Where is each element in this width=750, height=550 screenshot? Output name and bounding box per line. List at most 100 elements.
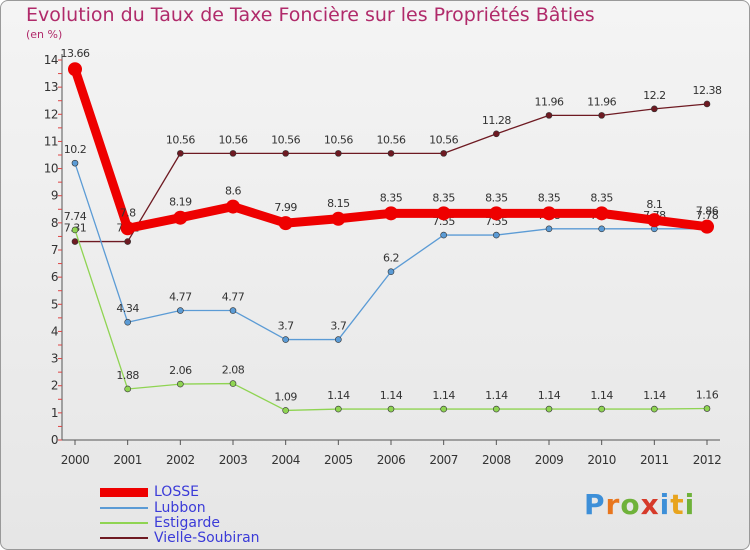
data-point-vielle-soubiran	[177, 150, 184, 157]
data-label-losse: 8.35	[380, 191, 403, 204]
x-tick-label: 2007	[429, 453, 458, 467]
data-label-vielle-soubiran: 12.2	[643, 89, 666, 102]
y-tick-label: 10	[44, 162, 58, 176]
logo-letter: i	[684, 488, 696, 521]
legend-swatch-estigarde	[100, 522, 148, 524]
data-point-vielle-soubiran	[71, 238, 79, 245]
data-point-losse	[173, 210, 188, 225]
data-label-lubbon: 7.55	[485, 215, 508, 228]
data-label-lubbon: 4.34	[116, 302, 139, 315]
data-label-estigarde: 1.14	[432, 389, 455, 402]
data-point-vielle-soubiran	[493, 130, 500, 138]
data-label-lubbon: 4.77	[222, 291, 245, 304]
y-tick-label: 12	[44, 107, 58, 121]
data-label-vielle-soubiran: 11.96	[535, 95, 564, 108]
data-label-lubbon: 7.55	[432, 215, 455, 228]
data-label-estigarde: 2.06	[169, 364, 192, 377]
data-point-vielle-soubiran	[282, 150, 289, 157]
data-point-losse	[120, 221, 135, 236]
logo-letter: i	[659, 488, 671, 521]
data-label-losse: 8.19	[169, 196, 192, 209]
legend-label-lubbon: Lubbon	[154, 500, 206, 516]
data-point-lubbon	[598, 225, 605, 233]
x-tick-label: 2008	[482, 453, 511, 467]
data-label-estigarde: 2.08	[222, 364, 245, 377]
data-label-estigarde: 1.14	[485, 389, 508, 402]
data-point-lubbon	[71, 159, 79, 167]
data-point-lubbon	[387, 268, 395, 276]
data-label-losse: 8.35	[538, 191, 561, 204]
data-point-estigarde	[440, 405, 447, 413]
data-point-losse	[278, 216, 293, 231]
legend-label-estigarde: Estigarde	[154, 515, 220, 531]
data-point-vielle-soubiran	[703, 100, 711, 108]
data-label-losse: 7.86	[696, 205, 719, 218]
data-point-estigarde	[177, 380, 184, 388]
data-label-lubbon: 3.7	[278, 320, 294, 333]
data-point-lubbon	[124, 318, 131, 326]
legend-swatch-lubbon	[100, 507, 148, 509]
data-point-vielle-soubiran	[651, 105, 658, 113]
data-point-lubbon	[493, 231, 500, 239]
data-point-vielle-soubiran	[545, 112, 553, 119]
data-label-losse: 7.8	[120, 206, 136, 219]
data-label-estigarde: 1.16	[696, 389, 719, 402]
data-point-estigarde	[387, 405, 395, 413]
data-point-losse	[226, 199, 240, 214]
legend-swatch-losse	[100, 487, 148, 497]
data-label-losse: 7.99	[274, 201, 297, 214]
data-label-vielle-soubiran: 11.28	[482, 114, 511, 127]
data-label-vielle-soubiran: 10.56	[166, 133, 195, 146]
data-label-vielle-soubiran: 10.56	[271, 133, 300, 146]
data-point-losse	[436, 206, 451, 221]
y-tick-label: 3	[51, 352, 58, 366]
data-label-vielle-soubiran: 11.96	[587, 95, 616, 108]
x-tick-label: 2002	[166, 453, 195, 467]
x-tick-label: 2001	[113, 453, 142, 467]
data-label-vielle-soubiran: 12.38	[693, 84, 722, 97]
x-tick-label: 2004	[271, 453, 300, 467]
y-tick-label: 0	[51, 433, 58, 447]
data-label-estigarde: 1.14	[643, 389, 666, 402]
data-label-vielle-soubiran: 10.56	[377, 133, 406, 146]
data-point-lubbon	[177, 307, 184, 314]
legend-item-estigarde: Estigarde	[100, 515, 220, 531]
legend-item-lubbon: Lubbon	[100, 500, 206, 516]
data-label-lubbon: 4.77	[169, 291, 192, 304]
data-label-losse: 8.15	[327, 197, 350, 210]
x-tick-label: 2005	[324, 453, 353, 467]
chart-title: Evolution du Taux de Taxe Foncière sur l…	[26, 4, 595, 26]
x-tick-label: 2000	[61, 453, 90, 467]
y-tick-label: 4	[51, 324, 58, 338]
y-tick-label: 11	[44, 134, 58, 148]
data-label-losse: 8.6	[225, 185, 241, 198]
data-point-estigarde	[229, 380, 237, 387]
data-point-lubbon	[335, 336, 342, 343]
proxiti-logo: Proxiti	[584, 488, 695, 521]
data-label-estigarde: 1.14	[327, 389, 350, 402]
data-point-losse	[542, 206, 556, 221]
data-label-losse: 13.66	[61, 47, 90, 60]
data-point-losse	[384, 206, 398, 221]
x-tick-label: 2012	[693, 453, 722, 467]
data-point-estigarde	[703, 405, 711, 412]
y-tick-label: 6	[51, 270, 58, 284]
logo-letter: o	[620, 488, 641, 521]
legend-item-vielle-soubiran: Vielle-Soubiran	[100, 530, 260, 546]
data-point-lubbon	[229, 307, 237, 314]
data-label-estigarde: 1.14	[590, 389, 613, 402]
x-tick-label: 2011	[640, 453, 669, 467]
data-point-losse	[700, 219, 714, 234]
data-point-estigarde	[282, 407, 289, 414]
data-point-losse	[489, 206, 504, 221]
data-point-lubbon	[440, 231, 447, 239]
data-point-vielle-soubiran	[335, 150, 342, 157]
data-point-estigarde	[493, 405, 500, 413]
data-label-lubbon: 7.78	[696, 209, 719, 222]
legend-swatch-vielle-soubiran	[100, 537, 148, 539]
data-point-losse	[68, 62, 82, 77]
data-label-vielle-soubiran: 10.56	[219, 133, 248, 146]
y-tick-label: 8	[51, 216, 58, 230]
y-tick-label: 9	[51, 189, 58, 203]
